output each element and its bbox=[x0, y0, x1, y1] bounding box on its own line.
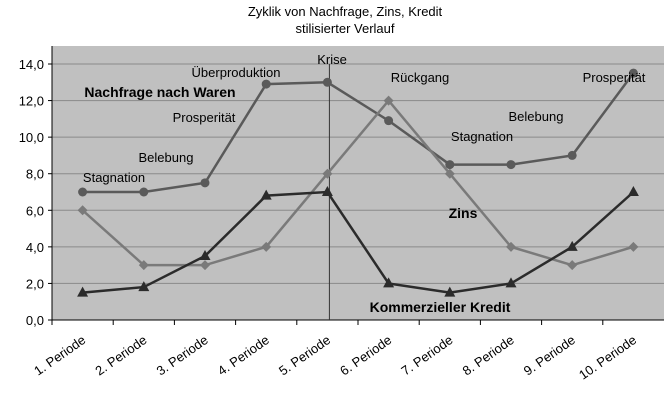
point bbox=[506, 241, 516, 252]
point bbox=[78, 187, 88, 197]
point bbox=[445, 160, 455, 170]
series-line bbox=[82, 190, 635, 294]
chart-title: Zyklik von Nachfrage, Zins, Kredit bbox=[248, 4, 443, 19]
series-label: Kommerzieller Kredit bbox=[370, 299, 511, 315]
y-tick-label: 6,0 bbox=[26, 203, 44, 218]
x-tick-label: 8. Periode bbox=[460, 332, 517, 378]
point bbox=[138, 260, 149, 271]
point bbox=[260, 189, 272, 200]
x-tick-label: 3. Periode bbox=[154, 332, 211, 378]
point bbox=[628, 68, 638, 78]
point bbox=[383, 277, 395, 288]
point bbox=[139, 187, 149, 197]
phase-label: Belebung bbox=[509, 109, 564, 124]
point bbox=[77, 286, 89, 297]
y-tick-label: 8,0 bbox=[26, 167, 44, 182]
point bbox=[444, 168, 455, 179]
plot-area bbox=[52, 46, 664, 320]
point bbox=[322, 168, 333, 179]
phase-label: Prosperität bbox=[583, 70, 646, 85]
point bbox=[138, 281, 150, 292]
series-line bbox=[82, 72, 635, 194]
point bbox=[628, 241, 639, 252]
x-tick-label: 5. Periode bbox=[276, 332, 333, 378]
x-tick-label: 2. Periode bbox=[92, 332, 149, 378]
series-line bbox=[81, 98, 634, 267]
point bbox=[200, 178, 210, 188]
x-tick-label: 6. Periode bbox=[337, 332, 394, 378]
point bbox=[322, 77, 332, 87]
point bbox=[567, 260, 578, 271]
phase-label: Stagnation bbox=[451, 129, 513, 144]
phase-label: Stagnation bbox=[83, 170, 145, 185]
point bbox=[321, 186, 333, 196]
point bbox=[199, 250, 211, 260]
point bbox=[444, 286, 456, 297]
point bbox=[505, 277, 517, 288]
point bbox=[261, 79, 271, 89]
phase-label: Prosperität bbox=[173, 110, 236, 125]
series-label: Nachfrage nach Waren bbox=[84, 84, 235, 100]
phase-label: Überproduktion bbox=[192, 65, 281, 80]
point bbox=[506, 160, 516, 170]
x-tick-label: 4. Periode bbox=[215, 332, 272, 378]
x-tick-label: 7. Periode bbox=[398, 332, 455, 378]
x-tick-label: 1. Periode bbox=[31, 332, 88, 378]
point bbox=[383, 95, 394, 106]
point bbox=[77, 205, 88, 216]
series-label: Zins bbox=[449, 205, 478, 221]
phase-label: Belebung bbox=[139, 150, 194, 165]
y-tick-label: 0,0 bbox=[26, 313, 44, 328]
point bbox=[261, 241, 272, 252]
y-tick-label: 4,0 bbox=[26, 240, 44, 255]
phase-label: Krise bbox=[317, 52, 347, 67]
chart-subtitle: stilisierter Verlauf bbox=[296, 21, 395, 36]
x-tick-label: 10. Periode bbox=[576, 332, 639, 382]
phase-label: Rückgang bbox=[391, 70, 450, 85]
y-tick-label: 12,0 bbox=[19, 94, 44, 109]
y-tick-label: 14,0 bbox=[19, 57, 44, 72]
point bbox=[566, 240, 578, 251]
x-tick-label: 9. Periode bbox=[521, 332, 578, 378]
point bbox=[627, 186, 639, 196]
point bbox=[567, 150, 577, 160]
y-tick-label: 2,0 bbox=[26, 276, 44, 291]
y-tick-label: 10,0 bbox=[19, 130, 44, 145]
point bbox=[200, 260, 210, 271]
point bbox=[384, 116, 394, 126]
